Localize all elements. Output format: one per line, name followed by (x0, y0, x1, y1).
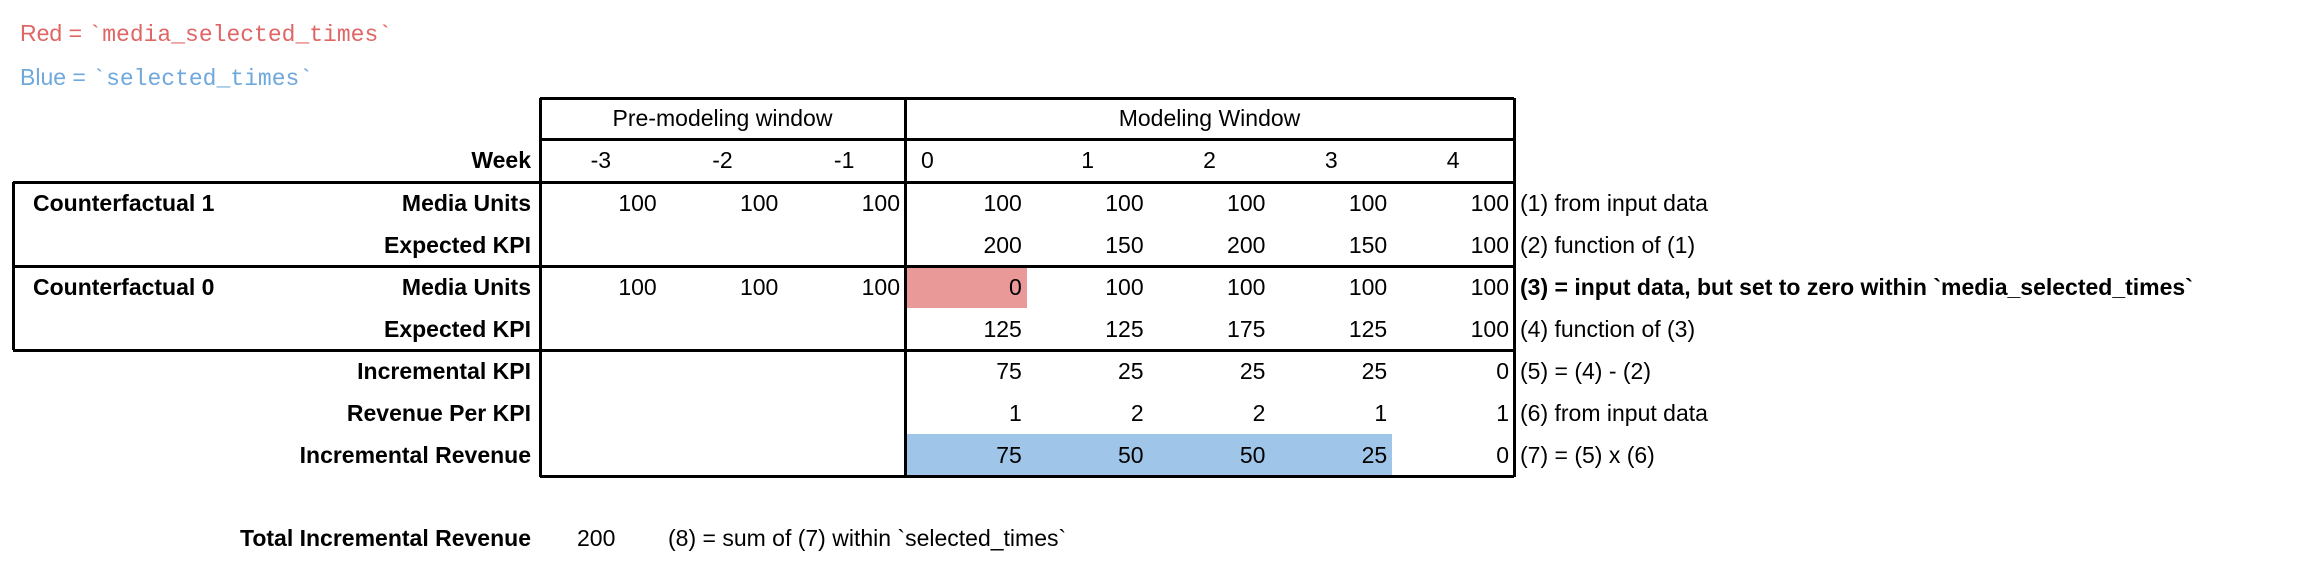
table-cell: 100 (1227, 190, 1266, 216)
blue-highlight (905, 434, 1393, 476)
table-cell: 100 (1348, 190, 1388, 216)
week-header: 3 (1324, 147, 1338, 173)
total-label: Total Incremental Revenue (240, 525, 531, 551)
table-cell: 25 (1361, 358, 1388, 384)
legend-equals: = (62, 20, 89, 46)
legend-equals: = (66, 64, 93, 90)
border-line (540, 96, 1514, 100)
table-cell: 75 (996, 442, 1022, 468)
border-line (13, 348, 1514, 352)
table-cell: 50 (1118, 442, 1144, 468)
table-cell: 100 (983, 190, 1022, 216)
table-cell: 100 (618, 274, 657, 300)
table-cell: 0 (1496, 442, 1509, 468)
total-value: 200 (577, 525, 616, 551)
table-cell: 2 (1252, 400, 1266, 426)
table-cell: 150 (1105, 232, 1144, 258)
table-cell: 1 (1009, 400, 1022, 426)
table-cell: 100 (1470, 232, 1509, 258)
row-note: (4) function of (3) (1520, 316, 1696, 342)
week-header: 4 (1446, 147, 1460, 173)
table-cell: 25 (1239, 358, 1266, 384)
row-label: Revenue Per KPI (346, 400, 531, 426)
row-note: (3) = input data, but set to zero within… (1520, 274, 2193, 300)
week-header: 0 (921, 147, 934, 173)
pre-modeling-window-header: Pre-modeling window (612, 105, 833, 131)
table-cell: 100 (1470, 274, 1509, 300)
table-cell: 100 (1105, 190, 1144, 216)
border-line (540, 474, 1514, 478)
week-header: -3 (590, 147, 612, 173)
table-cell: 25 (1118, 358, 1144, 384)
border-line (903, 98, 907, 477)
week-label: Week (471, 147, 531, 173)
row-label: Media Units (401, 274, 531, 300)
table-cell: 100 (1348, 274, 1388, 300)
table-cell: 25 (1361, 442, 1388, 468)
border-line (13, 180, 1514, 184)
red-highlight (905, 266, 1027, 308)
table-cell: 100 (739, 274, 779, 300)
table-cell: 0 (1009, 274, 1022, 300)
counterfactual-group-label: Counterfactual 0 (33, 274, 215, 300)
table-cell: 175 (1227, 316, 1266, 342)
legend-red: Red = `media_selected_times` (20, 18, 392, 48)
table-cell: 75 (996, 358, 1022, 384)
modeling-window-header: Modeling Window (1118, 105, 1301, 131)
legend-color-name: Red (20, 20, 63, 46)
row-label: Expected KPI (384, 316, 531, 342)
table-cell: 100 (1470, 316, 1509, 342)
table-cell: 100 (1227, 274, 1266, 300)
row-note: (1) from input data (1520, 190, 1708, 216)
table-cell: 125 (1105, 316, 1144, 342)
row-note: (5) = (4) - (2) (1520, 358, 1651, 384)
border-line (538, 98, 542, 477)
table-cell: 100 (861, 190, 900, 216)
legend-blue: Blue = `selected_times` (20, 62, 313, 92)
row-label: Expected KPI (384, 232, 531, 258)
table-cell: 150 (1348, 232, 1388, 258)
counterfactual-group-label: Counterfactual 1 (33, 190, 215, 216)
total-note: (8) = sum of (7) within `selected_times` (668, 525, 1067, 551)
table-cell: 0 (1496, 358, 1509, 384)
table-cell: 100 (1105, 274, 1144, 300)
table-cell: 200 (983, 232, 1022, 258)
table-cell: 125 (983, 316, 1022, 342)
legend-code: `selected_times` (92, 66, 314, 92)
week-header: -1 (833, 147, 855, 173)
row-label: Incremental Revenue (299, 442, 531, 468)
row-note: (6) from input data (1520, 400, 1708, 426)
table-cell: 1 (1496, 400, 1509, 426)
border-line (1512, 98, 1516, 477)
table-cell: 100 (618, 190, 657, 216)
table-cell: 100 (861, 274, 900, 300)
table-cell: 50 (1239, 442, 1266, 468)
table-cell: 100 (739, 190, 779, 216)
border-line (11, 182, 15, 350)
legend-color-name: Blue (20, 64, 67, 90)
week-header: 1 (1081, 147, 1095, 173)
row-label: Incremental KPI (357, 358, 531, 384)
table-cell: 100 (1470, 190, 1509, 216)
table-cell: 125 (1348, 316, 1388, 342)
week-header: 2 (1203, 147, 1216, 173)
week-header: -2 (712, 147, 733, 173)
border-line (13, 264, 1514, 268)
border-line (540, 137, 1514, 141)
table-cell: 2 (1130, 400, 1144, 426)
row-note: (2) function of (1) (1520, 232, 1696, 258)
legend-code: `media_selected_times` (88, 22, 393, 48)
row-label: Media Units (401, 190, 531, 216)
row-note: (7) = (5) x (6) (1520, 442, 1655, 468)
table-cell: 200 (1227, 232, 1266, 258)
table-cell: 1 (1374, 400, 1388, 426)
